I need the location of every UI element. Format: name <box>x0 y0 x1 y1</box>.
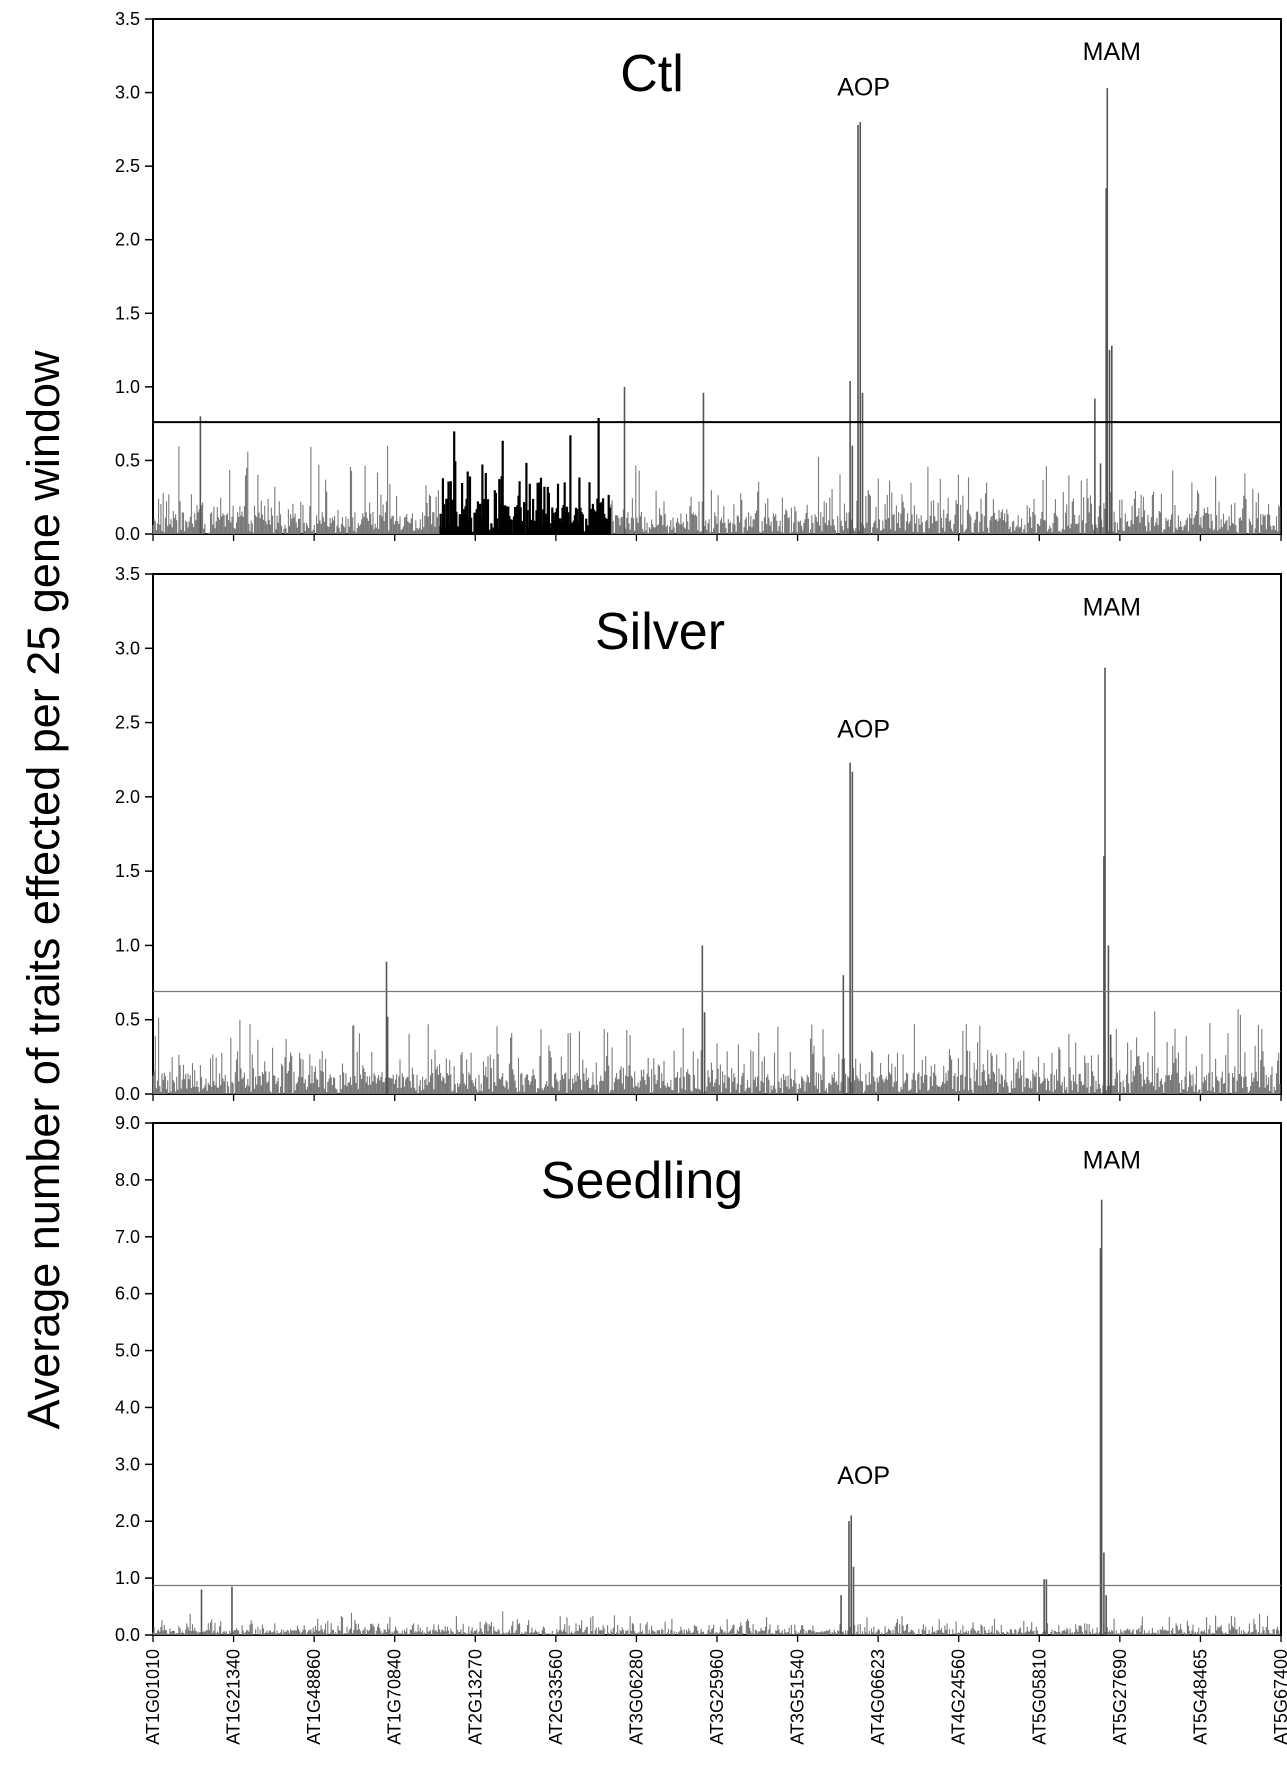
y-tick-label: 3.5 <box>115 9 140 29</box>
y-tick-label: 0.0 <box>115 1084 140 1104</box>
peak-annotation: MAM <box>1083 38 1141 66</box>
series-bars-background <box>152 1009 1281 1094</box>
x-tick-label: AT4G06623 <box>868 1649 888 1745</box>
y-tick-label: 4.0 <box>115 1397 140 1417</box>
x-tick-label: AT4G24560 <box>949 1649 969 1745</box>
panel-title: Seedling <box>541 1152 743 1210</box>
x-tick-label: AT1G70840 <box>385 1649 405 1745</box>
y-tick-label: 3.0 <box>115 83 140 103</box>
panel-ctl: 0.0 0.5 1.0 1.5 2.0 2.5 3.0 3.5 Ctl AOP MAM <box>115 9 1282 544</box>
panel-title: Ctl <box>620 45 684 103</box>
panel-silver: 0.0 0.5 1.0 1.5 2.0 2.5 3.0 3.5 Silver AOP MAM <box>115 564 1282 1104</box>
y-tick-label: 1.0 <box>115 1568 140 1588</box>
x-tick-label: AT5G05810 <box>1029 1649 1049 1745</box>
x-tick-label: AT3G51540 <box>788 1649 808 1745</box>
x-tick-label: AT5G48465 <box>1190 1649 1210 1745</box>
y-tick-label: 2.5 <box>115 156 140 176</box>
y-tick-label: 6.0 <box>115 1284 140 1304</box>
peak-annotation: MAM <box>1083 594 1141 622</box>
y-tick-label: 7.0 <box>115 1227 140 1247</box>
y-tick-label: 2.5 <box>115 713 140 733</box>
y-tick-label: 3.0 <box>115 1454 140 1474</box>
series-bars-background <box>152 445 1281 534</box>
peak-annotation: MAM <box>1083 1147 1141 1175</box>
y-tick-label: 2.0 <box>115 787 140 807</box>
series-bars-background <box>152 1611 1281 1635</box>
y-tick-label: 5.0 <box>115 1341 140 1361</box>
panel-title: Silver <box>595 603 725 661</box>
x-tick-label: AT1G48860 <box>304 1649 324 1745</box>
y-tick-label: 2.0 <box>115 230 140 250</box>
peak-annotation: AOP <box>837 1462 890 1490</box>
y-tick-label: 1.0 <box>115 377 140 397</box>
x-tick-label: AT1G21340 <box>224 1649 244 1745</box>
y-tick-label: 0.5 <box>115 450 140 470</box>
peak-annotation: AOP <box>837 74 890 102</box>
x-axis: AT1G01010 AT1G21340 AT1G48860 AT1G70840 AT2G… <box>143 1649 1287 1745</box>
y-tick-label: 3.0 <box>115 638 140 658</box>
panel-seedling: 0.0 1.0 2.0 3.0 4.0 5.0 6.0 7.0 8.0 9.0 Seedling AO… <box>115 1113 1282 1645</box>
x-tick-label: AT1G01010 <box>143 1649 163 1745</box>
y-tick-label: 2.0 <box>115 1511 140 1531</box>
y-tick-label: 9.0 <box>115 1113 140 1133</box>
x-tick-label: AT2G33560 <box>546 1649 566 1745</box>
y-tick-label: 3.5 <box>115 564 140 584</box>
peak-annotation: AOP <box>837 715 890 743</box>
y-tick-label: 1.0 <box>115 935 140 955</box>
y-tick-label: 0.0 <box>115 524 140 544</box>
x-tick-label: AT2G13270 <box>465 1649 485 1745</box>
x-tick-label: AT3G06280 <box>626 1649 646 1745</box>
y-tick-label: 1.5 <box>115 861 140 881</box>
x-tick-label: AT5G67400 <box>1271 1649 1287 1745</box>
x-tick-label: AT5G27690 <box>1110 1649 1130 1745</box>
y-tick-label: 0.5 <box>115 1010 140 1030</box>
y-tick-label: 0.0 <box>115 1625 140 1645</box>
y-tick-label: 8.0 <box>115 1170 140 1190</box>
x-tick-label: AT3G25960 <box>707 1649 727 1745</box>
y-tick-label: 1.5 <box>115 303 140 323</box>
series-bars-highlight <box>439 417 611 534</box>
